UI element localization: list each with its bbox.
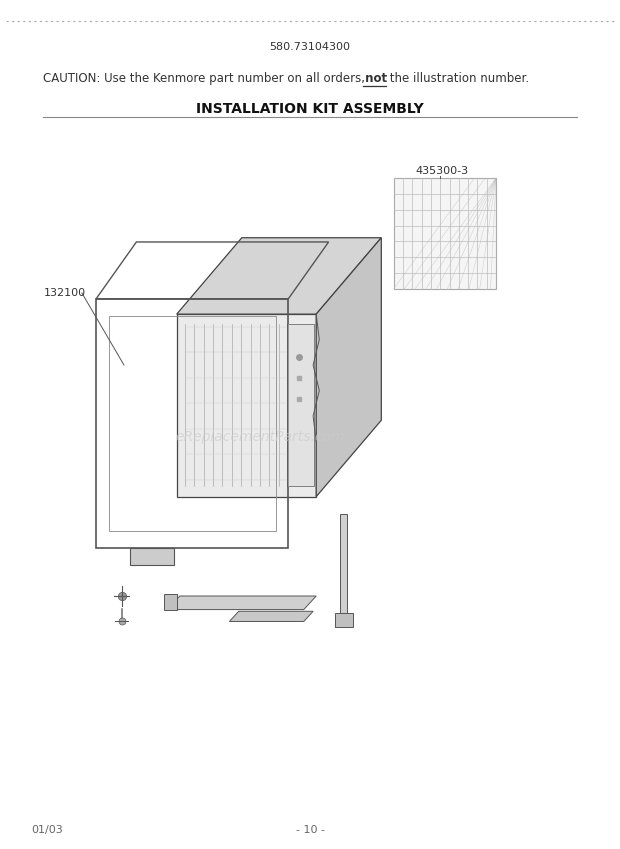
Polygon shape [394,178,496,289]
Polygon shape [287,324,314,486]
Polygon shape [167,596,316,610]
Polygon shape [335,613,353,627]
Polygon shape [164,594,177,610]
Text: CAUTION: Use the Kenmore part number on all orders,: CAUTION: Use the Kenmore part number on … [43,71,365,85]
Polygon shape [177,314,316,497]
Text: 01/03: 01/03 [31,825,63,835]
Text: the illustration number.: the illustration number. [386,71,529,85]
Text: - 10 -: - 10 - [296,825,324,835]
Text: 132100: 132100 [43,288,86,298]
Text: eReplacementParts.com: eReplacementParts.com [175,430,345,444]
Polygon shape [130,548,174,565]
Polygon shape [177,238,381,314]
Text: 580.73104300: 580.73104300 [270,42,350,52]
Text: not: not [361,71,387,85]
Polygon shape [316,238,381,497]
Text: 435300-3: 435300-3 [415,166,469,177]
Text: INSTALLATION KIT ASSEMBLY: INSTALLATION KIT ASSEMBLY [196,102,424,115]
Polygon shape [340,514,347,620]
Polygon shape [229,611,313,621]
